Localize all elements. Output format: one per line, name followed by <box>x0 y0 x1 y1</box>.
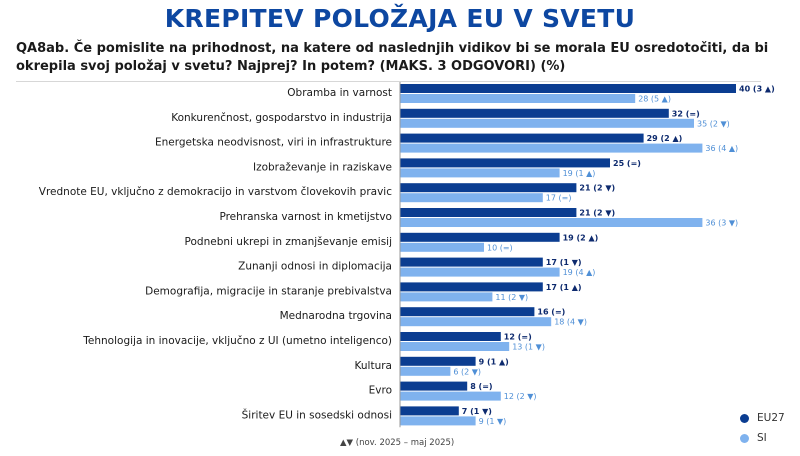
category-label: Podnebni ukrepi in zmanjševanje emisij <box>185 236 392 248</box>
page-title: KREPITEV POLOŽAJA EU V SVETU <box>164 4 636 33</box>
bar-si <box>400 391 501 401</box>
bar-si <box>400 242 484 252</box>
bar-si <box>400 94 636 103</box>
value-label-si: 11 (2 ▼) <box>495 293 528 302</box>
question-text: QA8ab. Če pomislite na prihodnost, na ka… <box>16 41 769 74</box>
divider <box>16 81 761 82</box>
value-label-eu27: 40 (3 ▲) <box>739 85 775 94</box>
legend-item-si: SI <box>740 428 785 448</box>
bar-si <box>400 366 451 376</box>
bar-si <box>400 143 703 153</box>
bar-si <box>400 292 493 302</box>
bar-si <box>400 218 703 227</box>
bar-eu27 <box>400 381 468 391</box>
bar-eu27 <box>400 183 577 193</box>
bar-si <box>400 342 510 351</box>
value-label-si: 6 (2 ▼) <box>453 367 481 376</box>
legend-label-eu27: EU27 <box>757 412 785 424</box>
category-label: Demografija, migracije in staranje prebi… <box>145 285 392 297</box>
value-label-eu27: 29 (2 ▲) <box>647 134 683 143</box>
bar-eu27 <box>400 356 476 366</box>
value-label-eu27: 25 (=) <box>613 159 641 168</box>
bar-eu27 <box>400 282 543 292</box>
bar-si <box>400 267 560 277</box>
category-label: Evro <box>369 385 392 397</box>
bar-eu27 <box>400 108 669 118</box>
bar-eu27 <box>400 307 535 317</box>
value-label-eu27: 19 (2 ▲) <box>563 233 599 242</box>
value-label-eu27: 32 (=) <box>672 109 700 118</box>
category-label: Vrednote EU, vključno z demokracijo in v… <box>39 186 392 198</box>
legend-swatch-si <box>740 433 749 443</box>
bar-si <box>400 317 552 327</box>
category-label: Energetska neodvisnost, viri in infrastr… <box>155 137 392 149</box>
legend-label-si: SI <box>757 432 767 444</box>
bar-si <box>400 193 543 203</box>
footnote: ▲▼ (nov. 2025 – maj 2025) <box>340 438 455 448</box>
bar-eu27 <box>400 133 644 143</box>
value-label-si: 18 (4 ▼) <box>554 318 587 327</box>
bar-si <box>400 118 694 128</box>
value-label-si: 36 (3 ▼) <box>705 219 738 228</box>
bar-eu27 <box>400 84 736 93</box>
value-label-si: 35 (2 ▼) <box>697 119 730 128</box>
category-label: Kultura <box>355 360 392 372</box>
value-label-eu27: 17 (1 ▲) <box>546 283 582 292</box>
value-label-si: 19 (1 ▲) <box>563 169 596 178</box>
value-label-si: 17 (=) <box>546 194 572 203</box>
value-label-eu27: 9 (1 ▲) <box>479 357 509 366</box>
bar-eu27 <box>400 406 459 416</box>
value-label-si: 12 (2 ▼) <box>504 392 537 401</box>
legend: EU27 SI <box>740 408 785 448</box>
category-label: Konkurenčnost, gospodarstvo in industrij… <box>171 112 392 124</box>
value-label-eu27: 21 (2 ▼) <box>579 184 615 193</box>
bar-eu27 <box>400 332 501 341</box>
bar-eu27 <box>400 158 610 168</box>
bar-eu27 <box>400 208 577 217</box>
value-label-eu27: 12 (=) <box>504 333 532 342</box>
value-label-eu27: 17 (1 ▼) <box>546 258 582 267</box>
bar-eu27 <box>400 232 560 242</box>
legend-swatch-eu27 <box>740 413 749 423</box>
category-label: Obramba in varnost <box>287 87 392 99</box>
bar-si <box>400 168 560 178</box>
category-label: Tehnologija in inovacije, vključno z UI … <box>82 335 392 347</box>
category-label: Zunanji odnosi in diplomacija <box>238 261 392 273</box>
bar-eu27 <box>400 257 543 267</box>
value-label-si: 10 (=) <box>487 243 513 252</box>
category-label: Izobraževanje in raziskave <box>253 161 392 173</box>
value-label-eu27: 8 (=) <box>470 382 492 391</box>
legend-item-eu27: EU27 <box>740 408 785 428</box>
value-label-si: 13 (1 ▼) <box>512 343 545 352</box>
value-label-si: 28 (5 ▲) <box>638 95 671 104</box>
category-label: Širitev EU in sosedski odnosi <box>242 408 392 421</box>
value-label-si: 36 (4 ▲) <box>705 144 738 153</box>
value-label-eu27: 7 (1 ▼) <box>462 407 492 416</box>
value-label-si: 19 (4 ▲) <box>563 268 596 277</box>
category-label: Prehranska varnost in kmetijstvo <box>219 211 392 223</box>
value-label-eu27: 21 (2 ▼) <box>579 209 615 218</box>
value-label-si: 9 (1 ▼) <box>479 417 507 426</box>
category-label: Mednarodna trgovina <box>280 310 392 322</box>
bar-si <box>400 416 476 426</box>
value-label-eu27: 16 (=) <box>537 308 565 317</box>
